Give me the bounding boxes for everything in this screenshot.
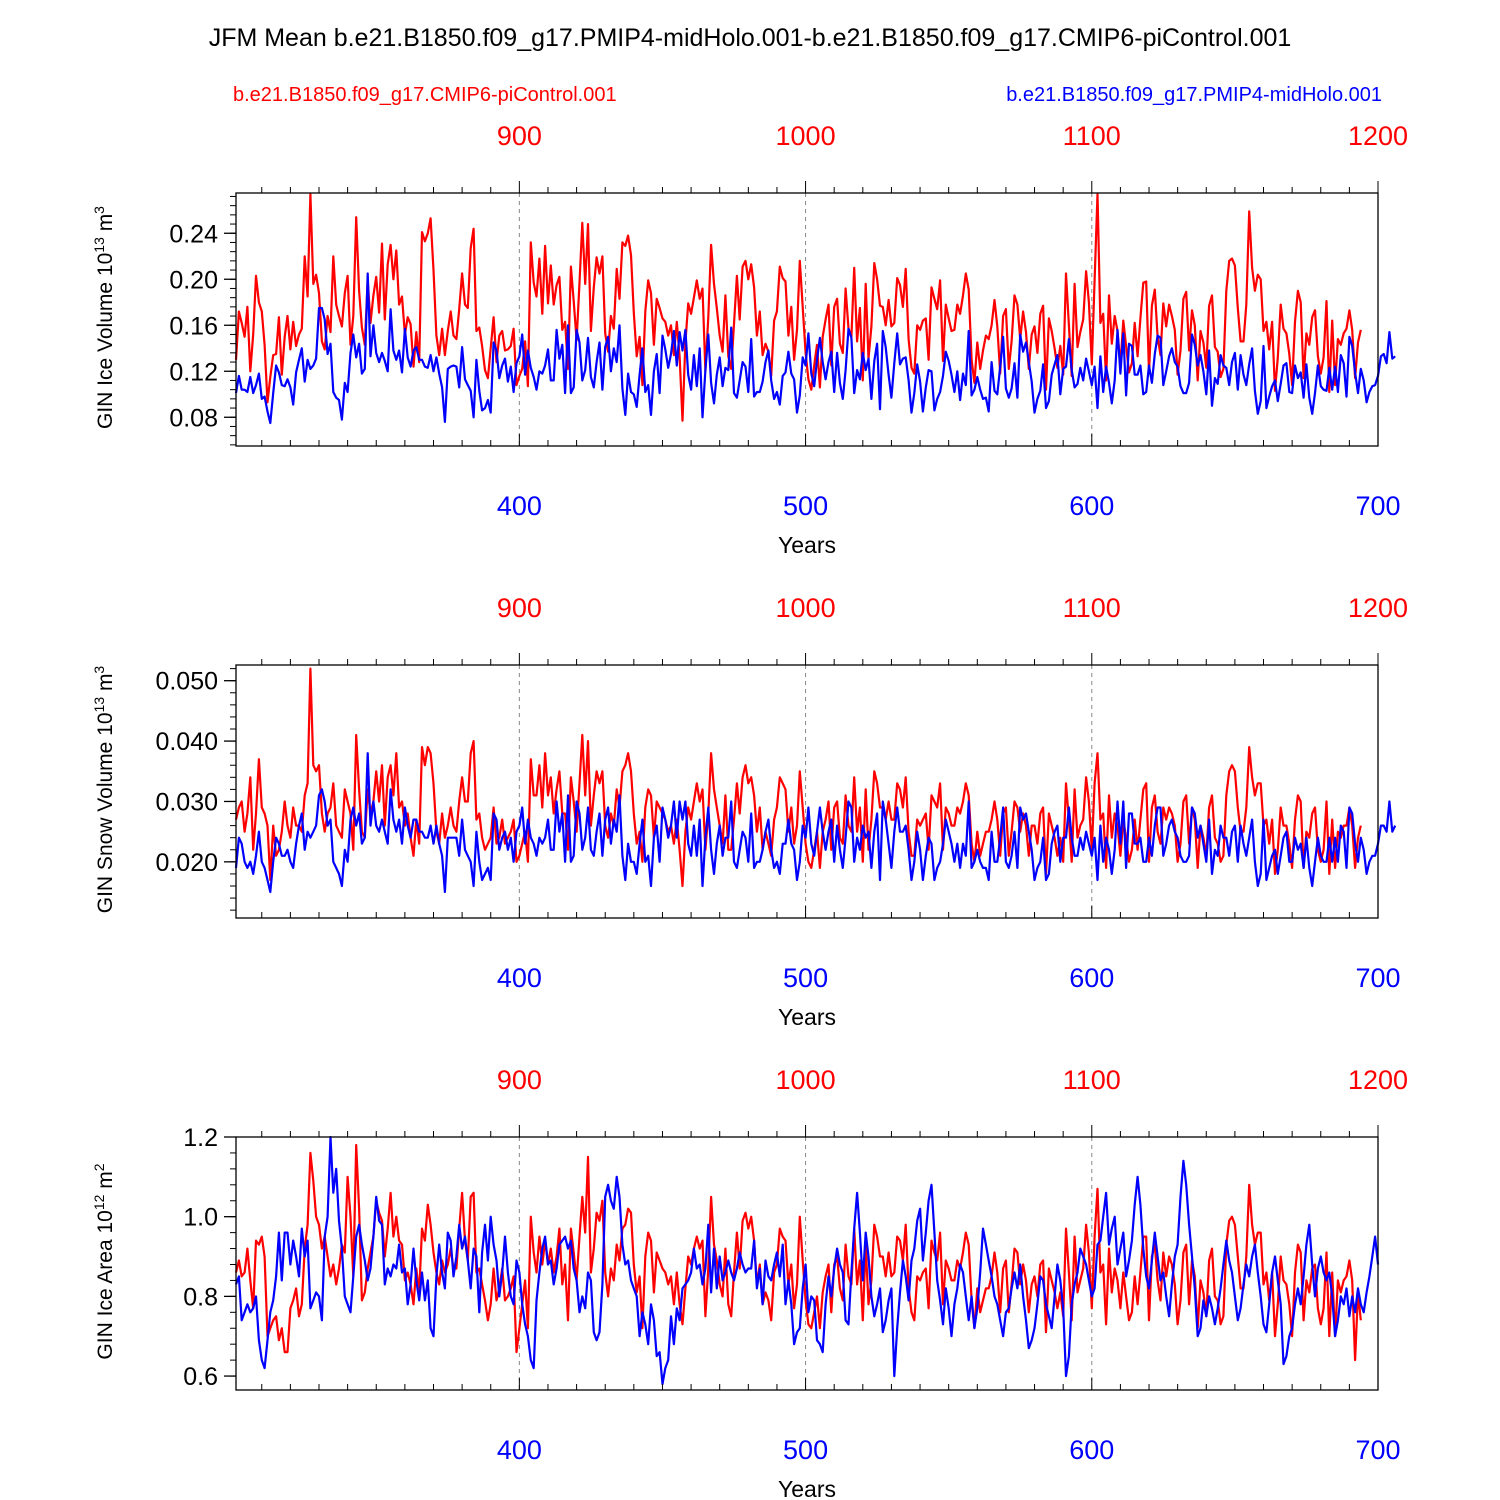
legend-blue-label: b.e21.B1850.f09_g17.PMIP4-midHolo.001: [1006, 84, 1382, 106]
x-top-tick-label: 1000: [776, 593, 836, 623]
x-axis-label: Years: [778, 532, 836, 558]
x-top-tick-label: 1100: [1063, 1065, 1121, 1095]
y-axis-label-part: m: [94, 214, 117, 237]
y-axis-label-part: 2: [91, 1163, 107, 1171]
y-axis-label-part: GIN Ice Volume 10: [94, 253, 117, 429]
x-bottom-tick-label: 600: [1069, 491, 1114, 521]
series-line-midholo: [234, 272, 1396, 425]
y-axis-label: GIN Snow Volume 1013 m3: [91, 666, 117, 914]
y-tick-label: 0.8: [183, 1283, 218, 1311]
figure-title: JFM Mean b.e21.B1850.f09_g17.PMIP4-midHo…: [209, 24, 1292, 52]
y-axis-label-part: 12: [91, 1194, 107, 1210]
x-top-tick-label: 900: [497, 121, 542, 151]
x-bottom-tick-label: 700: [1355, 1435, 1400, 1465]
y-tick-label: 0.24: [169, 220, 218, 248]
y-tick-label: 1.0: [183, 1204, 218, 1232]
x-top-tick-label: 1000: [776, 1065, 836, 1095]
y-axis-label-part: 13: [91, 237, 107, 253]
series-line-midholo: [234, 752, 1397, 894]
x-top-tick-label: 900: [497, 1065, 542, 1095]
y-tick-label: 0.16: [169, 312, 218, 340]
y-axis-label-part: m: [94, 1171, 117, 1194]
x-bottom-tick-label: 400: [497, 963, 542, 993]
y-tick-label: 0.6: [183, 1363, 218, 1391]
y-tick-label: 0.020: [155, 849, 218, 877]
y-tick-label: 0.12: [169, 358, 218, 386]
panel-2: 0.020 0.030 0.040 0.050 400 500 600 700 900 1000 1…: [91, 593, 1408, 1030]
x-bottom-tick-label: 500: [783, 1435, 828, 1465]
series-line-midholo: [234, 1135, 1380, 1386]
y-tick-label: 0.030: [155, 788, 218, 816]
panel-1: 0.08 0.12 0.16 0.20 0.24 400 500 600 700 900 1000 1…: [91, 121, 1408, 558]
x-bottom-tick-label: 700: [1355, 963, 1400, 993]
y-axis-label: GIN Ice Volume 1013 m3: [91, 206, 117, 429]
y-tick-label: 0.08: [169, 404, 218, 432]
y-axis-label-part: 13: [91, 697, 107, 713]
x-top-tick-label: 1000: [776, 121, 836, 151]
plot-frame: [235, 1136, 1379, 1391]
y-tick-label: 0.040: [155, 728, 218, 756]
x-top-tick-label: 1200: [1348, 1065, 1408, 1095]
x-axis-label: Years: [778, 1004, 836, 1030]
x-bottom-tick-label: 500: [783, 963, 828, 993]
y-axis-label-part: 3: [91, 206, 107, 214]
y-axis-label-part: m: [94, 674, 117, 697]
series-line-picontrol: [234, 667, 1362, 888]
x-bottom-tick-label: 600: [1069, 963, 1114, 993]
plot-frame: [235, 192, 1379, 447]
x-axis-label: Years: [778, 1476, 836, 1500]
x-bottom-tick-label: 400: [497, 1435, 542, 1465]
plot-frame: [235, 664, 1379, 919]
y-axis-label-part: 3: [91, 666, 107, 674]
x-bottom-tick-label: 600: [1069, 1435, 1114, 1465]
legend-red-label: b.e21.B1850.f09_g17.CMIP6-piControl.001: [233, 84, 617, 106]
y-tick-label: 1.2: [183, 1124, 218, 1152]
panel-3: 0.6 0.8 1.0 1.2 400 500 600 700 900 1000 1100 1200 Y…: [91, 1065, 1408, 1500]
panels: 0.08 0.12 0.16 0.20 0.24 400 500 600 700 900 1000 1…: [91, 121, 1408, 1500]
y-tick-label: 0.20: [169, 266, 218, 294]
x-top-tick-label: 1200: [1348, 593, 1408, 623]
x-bottom-tick-label: 500: [783, 491, 828, 521]
y-axis-label-part: GIN Snow Volume 10: [94, 712, 117, 913]
x-top-tick-label: 1200: [1348, 121, 1408, 151]
series-line-picontrol: [234, 193, 1362, 422]
x-top-tick-label: 1100: [1063, 593, 1121, 623]
x-bottom-tick-label: 400: [497, 491, 542, 521]
x-top-tick-label: 1100: [1063, 121, 1121, 151]
x-bottom-tick-label: 700: [1355, 491, 1400, 521]
y-tick-label: 0.050: [155, 668, 218, 696]
x-top-tick-label: 900: [497, 593, 542, 623]
y-axis-label: GIN Ice Area 1012 m2: [91, 1163, 117, 1359]
y-axis-label-part: GIN Ice Area 10: [94, 1210, 117, 1359]
